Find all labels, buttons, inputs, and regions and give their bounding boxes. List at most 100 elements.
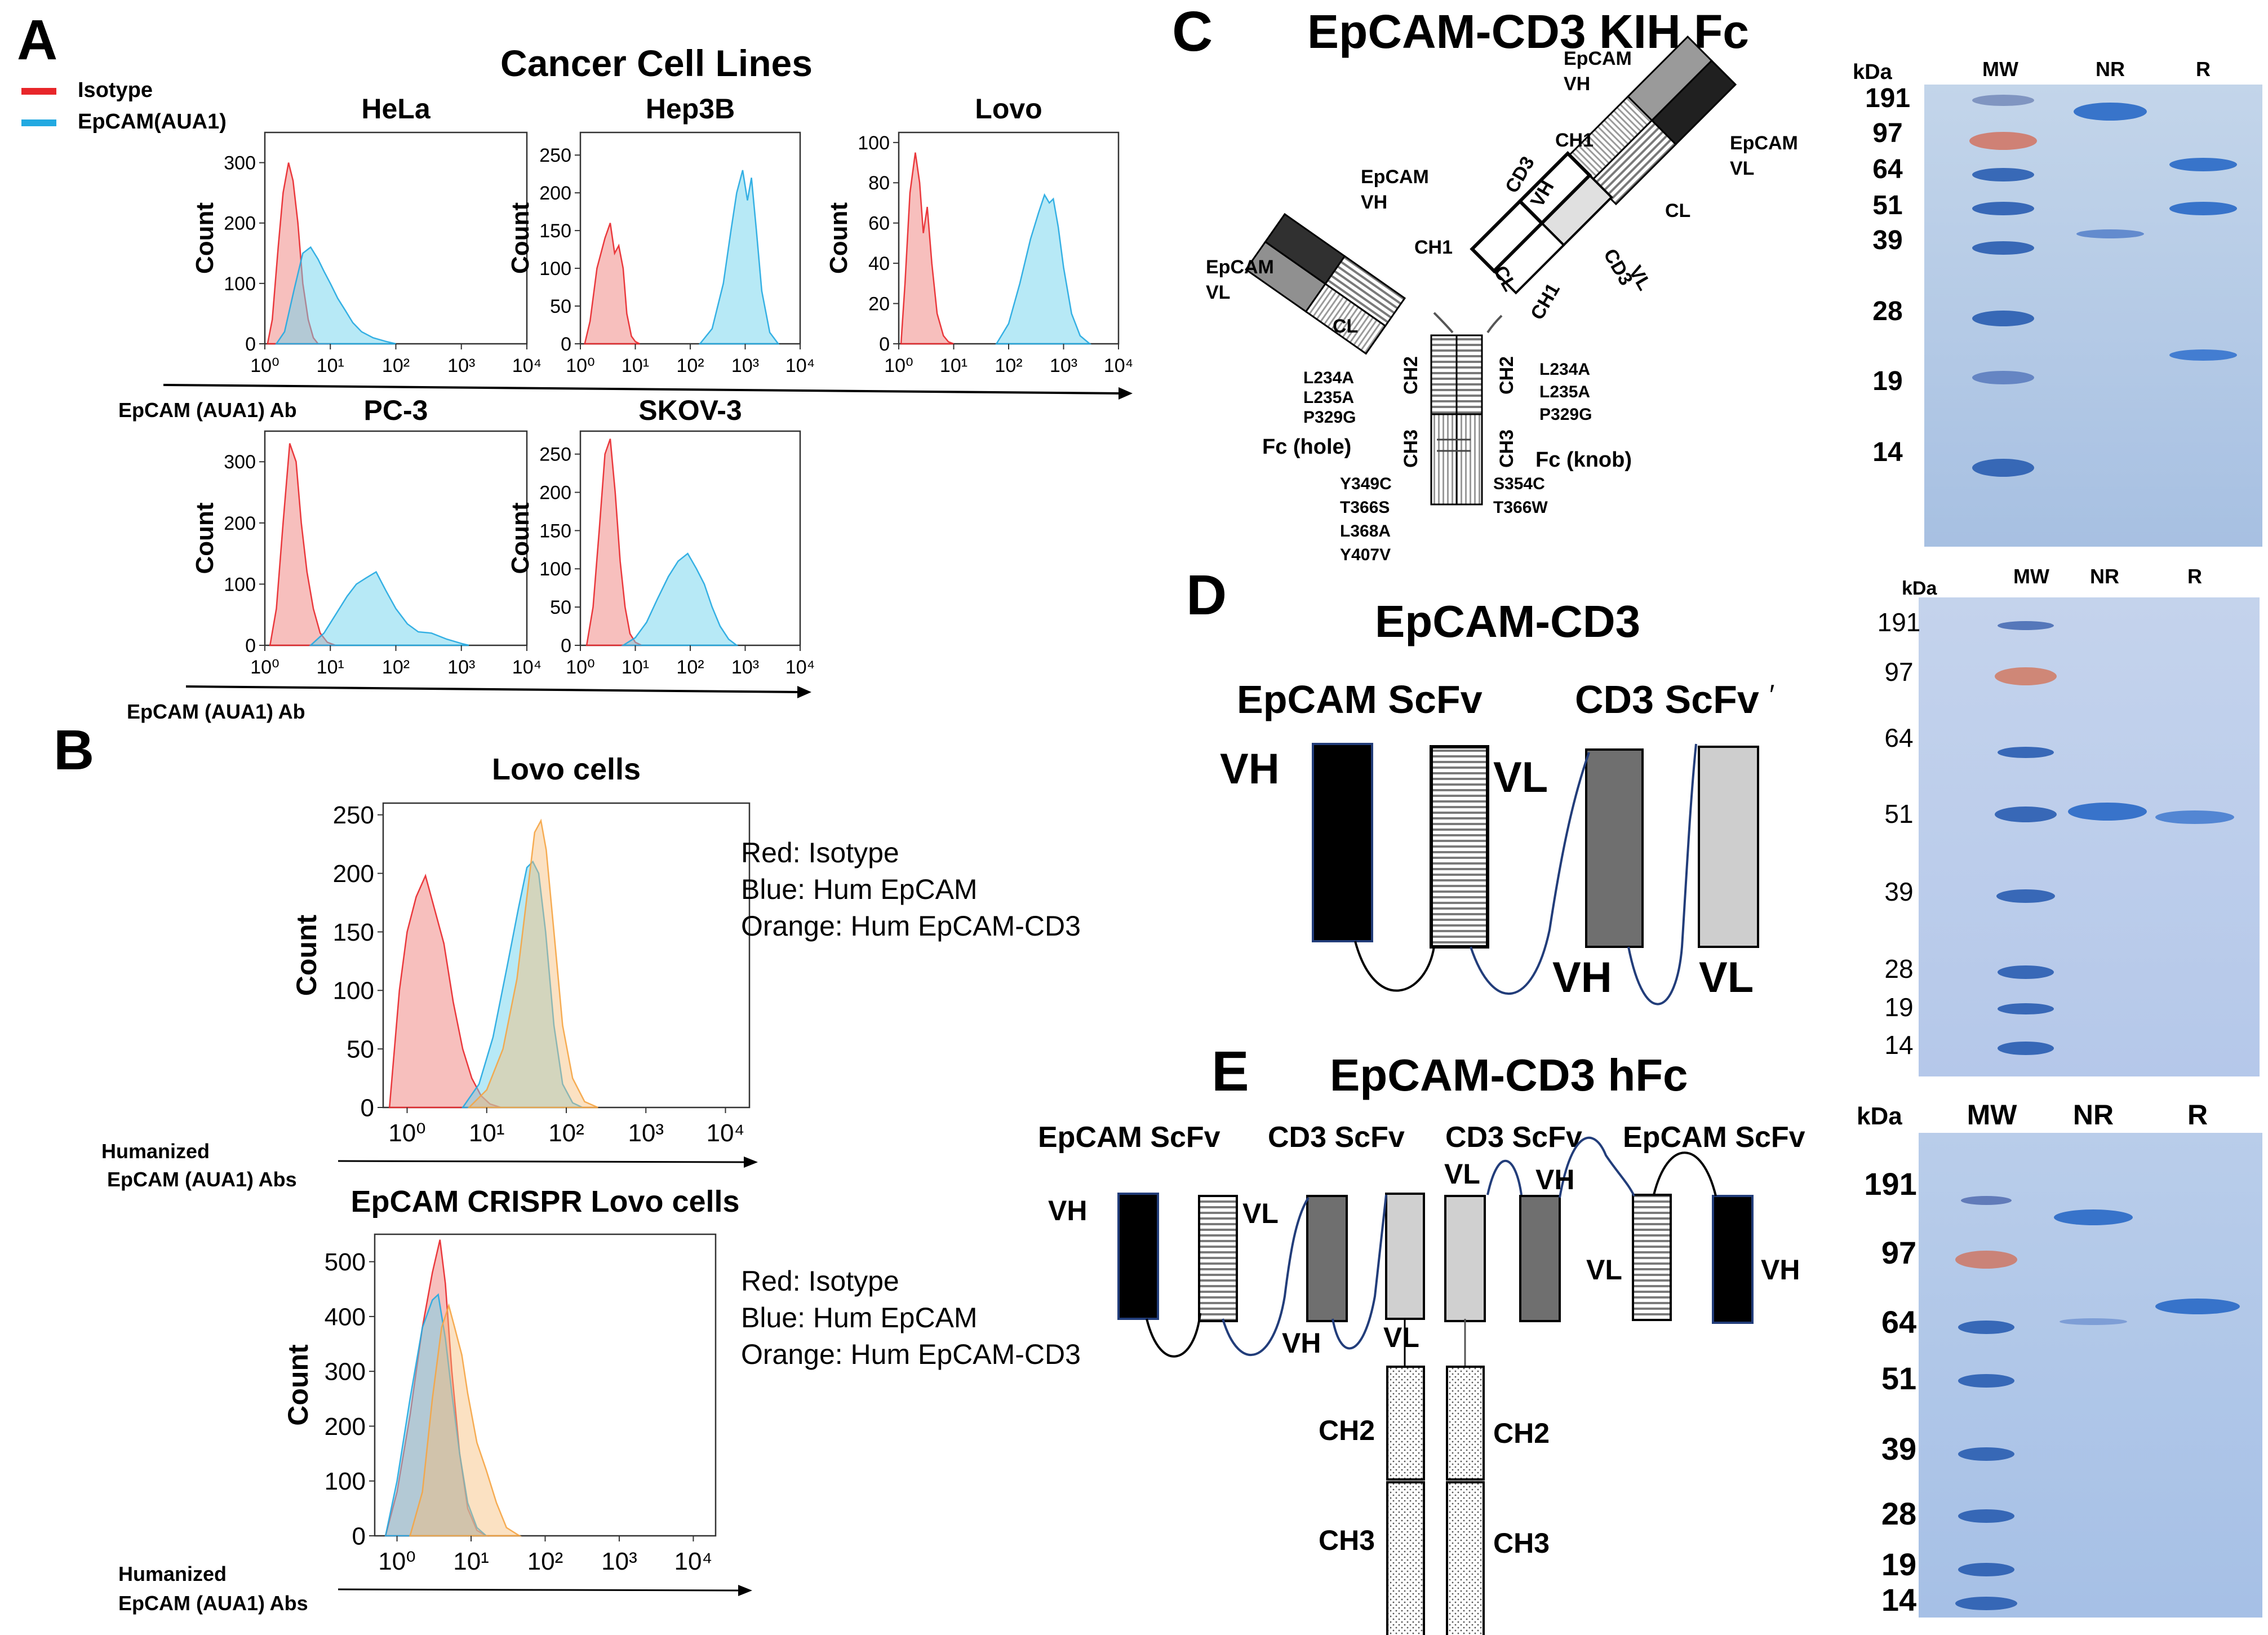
c-mut-l-2: L235A — [1303, 388, 1354, 407]
y-tick-label: 50 — [550, 296, 571, 317]
x-tick-label: 10⁰ — [250, 355, 279, 376]
x-tick-label: 10³ — [731, 355, 759, 376]
fc-hole-ch2 — [1430, 334, 1458, 415]
e-scfv-label-1: EpCAM ScFv — [1038, 1121, 1220, 1154]
y-tick-label: 0 — [879, 334, 890, 355]
x-tick-label: 10¹ — [453, 1548, 489, 1575]
gel-2-band — [2155, 810, 2234, 824]
gel-2-lane-r: R — [2187, 565, 2202, 588]
y-tick-label: 500 — [325, 1248, 366, 1276]
panel-d-epcam-scfv: EpCAM ScFv — [1237, 677, 1483, 721]
x-tick-label: 10² — [382, 355, 410, 376]
e-cd3-vl-2 — [1444, 1195, 1486, 1322]
x-tick-label: 10² — [527, 1548, 563, 1575]
left-fab — [1245, 212, 1406, 355]
x-tick-label: 10² — [382, 657, 410, 678]
gel-3-band — [1958, 1447, 2014, 1461]
y-tick-label: 200 — [325, 1413, 366, 1441]
b-legend-orange: Orange: Hum EpCAM-CD3 — [741, 910, 1081, 942]
e-ch3-left — [1386, 1481, 1425, 1635]
c-ch2-left: CH2 — [1400, 356, 1422, 395]
panel-b-arrow-1 — [338, 1160, 744, 1163]
y-tick-label: 100 — [858, 132, 890, 154]
c-left-ch1: CH1 — [1414, 237, 1453, 258]
d-label-vh-bottom: VH — [1552, 954, 1612, 1002]
c-top-epcam: EpCAM — [1564, 48, 1632, 69]
b-legend-red: Red: Isotype — [741, 837, 899, 869]
legend-isotype-label: Isotype — [78, 78, 153, 102]
x-tick-label: 10⁴ — [512, 355, 542, 376]
y-axis-label: Count — [291, 914, 322, 996]
hist-lovo-cells: Lovo cells 0 50 100 150 200 250 10⁰ 10¹ 10² 10³ 10⁴… — [291, 752, 751, 1147]
y-axis-label: Count — [507, 202, 534, 274]
gel-1-m-39: 39 — [1872, 225, 1902, 255]
gel-1-band — [1972, 241, 2034, 255]
c-mut-r-3: P329G — [1539, 405, 1592, 424]
c-hole-1: Y349C — [1340, 475, 1392, 493]
gel-1-band — [2169, 349, 2237, 361]
scfv-diagram — [1312, 743, 1759, 1005]
gel-2-image — [1919, 597, 2260, 1076]
panel-a-letter: A — [17, 8, 57, 72]
gel-1-band — [1969, 132, 2037, 150]
panel-b-legend-1: Red: Isotype Blue: Hum EpCAM Orange: Hum… — [741, 837, 1081, 942]
panel-b-legend-2: Red: Isotype Blue: Hum EpCAM Orange: Hum… — [741, 1265, 1081, 1370]
chart-title: Hep3B — [646, 93, 735, 125]
gel-2-band — [1998, 965, 2054, 979]
x-tick-label: 10¹ — [317, 657, 344, 678]
c-ch2-right: CH2 — [1496, 356, 1517, 395]
c-left-vl: VL — [1206, 282, 1230, 303]
y-tick-label: 80 — [868, 172, 890, 194]
e-ch2-right — [1446, 1366, 1485, 1481]
e-vl-1: VL — [1242, 1198, 1279, 1229]
gel-3-m-191: 191 — [1864, 1166, 1916, 1202]
y-tick-label: 250 — [539, 145, 571, 166]
series-isotype — [900, 152, 954, 345]
panel-a-arrow-2 — [185, 685, 801, 693]
b-legend2-orange: Orange: Hum EpCAM-CD3 — [741, 1339, 1081, 1370]
c-mut-r-1: L234A — [1539, 360, 1590, 379]
gel-1-band — [1972, 202, 2034, 215]
y-tick-label: 200 — [539, 482, 571, 503]
gel-2-band — [1995, 667, 2057, 685]
x-tick-label: 10³ — [1050, 355, 1077, 376]
e-scfv-label-2: CD3 ScFv — [1268, 1121, 1405, 1154]
chart-title: EpCAM CRISPR Lovo cells — [350, 1185, 739, 1219]
series-hum-epcam — [461, 860, 583, 1109]
panel-b-xlabel-1b: EpCAM (AUA1) Abs — [107, 1168, 297, 1191]
panel-e-letter: E — [1211, 1040, 1249, 1103]
e-vl-3: VL — [1444, 1158, 1480, 1190]
chart-title: PC-3 — [364, 395, 428, 426]
gel-1-band — [1972, 168, 2034, 181]
c-left-cl: CL — [1333, 316, 1358, 337]
panel-b-xlabel-1a: Humanized — [101, 1140, 210, 1163]
series-hum-epcam — [384, 1293, 489, 1537]
series-epcam-aua1- — [275, 246, 396, 345]
c-right-vl: VL — [1730, 158, 1754, 179]
gel-2-band — [2068, 803, 2147, 821]
e-linker-2 — [1222, 1197, 1310, 1356]
y-axis-label: Count — [282, 1344, 314, 1426]
panel-a-legend: Isotype EpCAM(AUA1) — [21, 78, 227, 134]
panel-a-arrowhead-2 — [797, 686, 811, 698]
hist-hep3b: Hep3B 0 50 100 150 200 250 10⁰ 10¹ 10² 10³ 10⁴ Count — [507, 93, 815, 376]
y-tick-label: 0 — [352, 1522, 366, 1550]
x-tick-label: 10¹ — [317, 355, 344, 376]
e-epcam-vl-2 — [1632, 1194, 1672, 1321]
e-ch2-label-right: CH2 — [1493, 1417, 1550, 1449]
e-epcam-vh-2 — [1712, 1195, 1754, 1324]
d-label-vl-bottom: VL — [1699, 954, 1754, 1002]
x-tick-label: 10³ — [447, 355, 475, 376]
e-ch3-label-left: CH3 — [1319, 1525, 1375, 1556]
x-tick-label: 10³ — [628, 1119, 664, 1147]
panel-b-letter: B — [54, 719, 94, 782]
gel-3: kDa MW NR R 191 97 64 51 39 28 19 14 — [1857, 1099, 2262, 1618]
panel-b-arrowhead-1 — [744, 1157, 758, 1168]
panel-b-xlabel-2a: Humanized — [118, 1562, 227, 1585]
gel-1-band — [2169, 158, 2237, 171]
gel-2-band — [1998, 747, 2054, 758]
gel-2-band — [1996, 889, 2055, 903]
panel-e-title: EpCAM-CD3 hFc — [1330, 1050, 1688, 1100]
panel-a-arrow-1 — [163, 384, 1122, 395]
gel-3-m-51: 51 — [1881, 1361, 1916, 1396]
